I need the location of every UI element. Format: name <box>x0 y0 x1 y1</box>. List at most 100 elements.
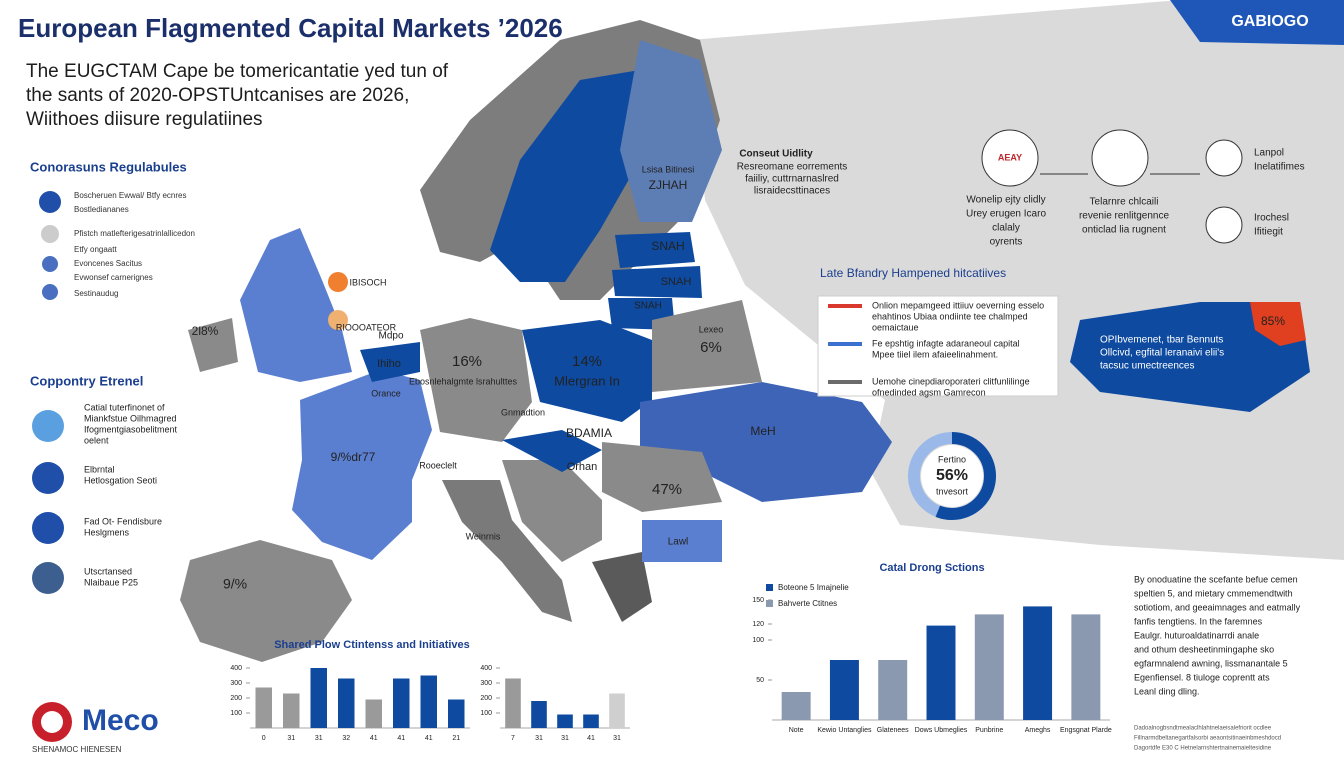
bar <box>878 660 908 720</box>
bar <box>926 625 956 720</box>
flow-step: Irochesl <box>1254 213 1289 224</box>
x-tick-label: 32 <box>342 735 350 742</box>
region-text: tacsuc umectreences <box>1100 361 1195 372</box>
y-tick-label: 120 <box>752 621 764 628</box>
badge: GABIOGO <box>1231 13 1308 30</box>
x-tick-label: 31 <box>315 735 323 742</box>
x-tick-label: Punbrine <box>975 727 1003 734</box>
bar <box>1071 614 1101 720</box>
flow-step: Telarnre chlcaili <box>1090 197 1159 208</box>
icons <box>32 129 1243 742</box>
map-label: 6% <box>700 339 722 356</box>
flow-note: lisraidecsttinaces <box>754 186 830 197</box>
y-tick-label: 50 <box>756 677 764 684</box>
map-label: Weinrnis <box>466 531 501 541</box>
y-tick-label: 200 <box>480 695 492 702</box>
y-tick-label: 200 <box>230 695 242 702</box>
map-label: 9/% <box>223 576 247 592</box>
map-label: Mlergran In <box>554 373 620 388</box>
paragraph: Egenfiensel. 8 tiuloge coprentt ats <box>1134 672 1270 682</box>
subtitle: The EUGCTAM Cape be tomericantatie yed t… <box>26 61 449 82</box>
external-item: Hetlosgation Seoti <box>84 475 157 485</box>
paragraph: sotiotiom, and geeaimnages and eatmally <box>1134 602 1301 612</box>
initiative-text: Uemohe cinepdiaroporateri clitfunlilinge <box>872 376 1030 386</box>
chart-title: Catal Drong Sctions <box>879 562 984 574</box>
regulation-item: Evwonsef carnerignes <box>74 273 153 282</box>
flow-step: Inelatifimes <box>1254 162 1305 173</box>
donut-value: 56% <box>936 467 968 484</box>
bar <box>338 678 355 728</box>
bar <box>974 614 1004 720</box>
map-label: RIOOOATEOR <box>336 322 397 332</box>
map-label: Rooeclelt <box>419 460 457 470</box>
bar <box>310 668 327 728</box>
external-item: Heslgmens <box>84 527 130 537</box>
region-text: Ollcivd, egfital leranaivi elii's <box>1100 348 1224 359</box>
x-tick-label: 41 <box>587 735 595 742</box>
external-item: Ifogmentgiasobelitment <box>84 424 178 434</box>
bar <box>829 660 859 720</box>
map-label: 14% <box>572 353 602 370</box>
initiative-text: ofnedinded agsm Gamrecon <box>872 387 986 397</box>
flow-step: clalaly <box>992 223 1020 234</box>
regulation-item: Boscheruen Ewwal/ Btfy ecnres <box>74 191 187 200</box>
bar <box>557 714 573 728</box>
map-label: Lexeo <box>699 324 724 334</box>
map-label: 85% <box>1261 314 1285 328</box>
region-text: OPIbvemenet, tbar Bennuts <box>1100 335 1223 346</box>
x-tick-label: Engsgnat Plarde <box>1060 727 1112 734</box>
bar <box>255 687 272 728</box>
legend-label: Boteone 5 Imajnelie <box>778 583 849 592</box>
paragraph: Eaulgr. huturoaldatinarrdi anale <box>1134 630 1259 640</box>
donut-hole <box>921 445 983 507</box>
y-tick-label: 100 <box>480 710 492 717</box>
initiative-text: oemaictaue <box>872 322 919 332</box>
bar <box>583 714 599 728</box>
bar <box>283 693 300 728</box>
map-label: IBISOCH <box>349 277 386 287</box>
map-label: SNAH <box>651 239 684 253</box>
flow-step: Lanpol <box>1254 148 1284 159</box>
logo: Meco <box>82 704 159 737</box>
map-label: Lsisa Bitinesi <box>642 164 695 174</box>
y-tick-label: 400 <box>230 665 242 672</box>
map-label: Ebosnlehalgmte lsrahulttes <box>409 376 518 386</box>
logo-tagline: SHENAMOC HIENESEN <box>32 745 122 754</box>
flow-note: Resreomane eorrements <box>737 162 848 173</box>
legend-label: Bahverte Ctitnes <box>778 599 837 608</box>
donut-arc <box>908 432 996 520</box>
x-tick-label: 31 <box>535 735 543 742</box>
map-label: 9/%dr77 <box>331 450 376 464</box>
regulation-item: Etfy ongaatt <box>74 245 117 254</box>
legend-swatch <box>828 380 862 384</box>
regulation-item: Pfistch matlefterigesatrinlallicedon <box>74 229 195 238</box>
x-tick-label: Kewio Untanglies <box>817 727 872 734</box>
x-tick-label: Note <box>789 727 804 734</box>
map-label: BDAMIA <box>566 426 612 440</box>
x-tick-label: 41 <box>425 735 433 742</box>
bar <box>448 699 465 728</box>
section-title: Coppontry Etrenel <box>30 373 143 388</box>
map-label: Orance <box>371 388 401 398</box>
bar <box>420 675 437 728</box>
bar <box>393 678 410 728</box>
external-item: oelent <box>84 435 109 445</box>
initiative-text: Mpee tiiel ilem afaieelinahment. <box>872 349 998 359</box>
map-label: 16% <box>452 353 482 370</box>
y-tick-label: 100 <box>230 710 242 717</box>
y-tick-label: 150 <box>752 597 764 604</box>
x-tick-label: 31 <box>561 735 569 742</box>
legend-swatch <box>766 600 773 607</box>
y-tick-label: 100 <box>752 637 764 644</box>
x-tick-label: 0 <box>262 735 266 742</box>
legend-swatch <box>828 342 862 346</box>
initiative-text: Fe epshtig infagte adaraneoul capital <box>872 338 1020 348</box>
flow-step: Urey erugen Icaro <box>966 209 1046 220</box>
paragraph: Leanl ding dling. <box>1134 686 1200 696</box>
map-label: 2l8% <box>192 324 219 338</box>
y-tick-label: 300 <box>230 680 242 687</box>
map-label: Mdpo <box>378 331 403 342</box>
map-label: 47% <box>652 481 682 498</box>
bar <box>505 678 521 728</box>
